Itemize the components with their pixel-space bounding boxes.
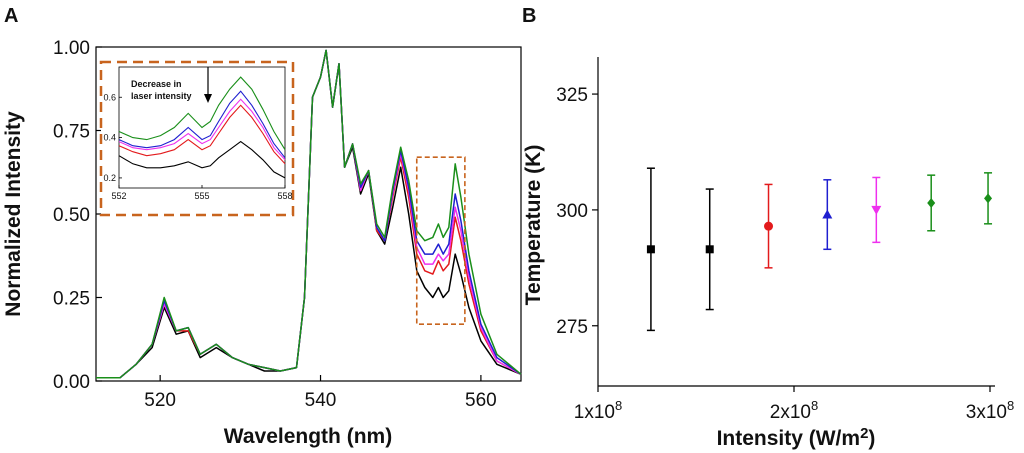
data-point <box>871 176 882 244</box>
x-axis-label-b: Intensity (W/m2) <box>717 425 876 450</box>
data-point <box>646 167 655 332</box>
y-tick-labels-a: 0.00 0.25 0.50 0.75 1.00 <box>53 38 90 393</box>
y-tick-label: 0.75 <box>53 122 90 143</box>
inset-x-tick-label: 555 <box>194 191 209 201</box>
inset-spectrum-line <box>118 98 286 161</box>
inset-annotation-line2: laser intensity <box>131 91 192 101</box>
temperature-points-group <box>646 167 993 332</box>
marker-square <box>646 245 655 254</box>
x-tick-mantissa: 2x10 <box>770 402 811 423</box>
inset-x-tick-label: 552 <box>111 191 126 201</box>
y-tick-label: 325 <box>556 85 588 106</box>
y-tick-labels-b: 275 300 325 <box>556 85 588 338</box>
x-tick-label: 520 <box>144 390 176 411</box>
x-tick-label: 540 <box>305 390 337 411</box>
data-point <box>764 183 774 269</box>
inset-spectrum-line <box>118 104 286 165</box>
x-tick-label: 1x108 <box>574 398 622 423</box>
panel-label-a: A <box>4 5 18 27</box>
inset-spectrum-line <box>118 76 286 150</box>
x-tick-label: 3x108 <box>966 398 1014 423</box>
marker-circle <box>764 221 774 231</box>
x-axis-label-close: ) <box>868 427 875 450</box>
data-point <box>705 188 714 311</box>
axis-ticks-b <box>592 93 991 392</box>
inset-series-group <box>118 76 286 179</box>
data-point <box>927 174 936 232</box>
inset-x-tick-labels: 552 555 558 <box>111 191 292 201</box>
x-tick-label: 560 <box>465 390 497 411</box>
inset-y-tick-labels: 0.2 0.4 0.6 <box>103 92 116 183</box>
inset-y-tick-label: 0.2 <box>103 173 116 183</box>
y-tick-label: 1.00 <box>53 38 90 59</box>
x-tick-labels-a: 520 540 560 <box>144 390 496 411</box>
inset-spectrum-line <box>118 140 286 179</box>
inset-ticks <box>118 96 286 188</box>
x-tick-exponent: 8 <box>615 398 622 413</box>
marker-triangle-up <box>822 209 833 219</box>
y-axis-label-b: Temperature (K) <box>522 145 545 306</box>
y-tick-label: 0.50 <box>53 205 90 226</box>
x-tick-mantissa: 3x10 <box>966 402 1007 423</box>
inset-frame <box>99 60 295 217</box>
data-point <box>984 172 993 225</box>
spectrum-line <box>96 49 522 379</box>
y-tick-label: 0.00 <box>53 372 90 393</box>
x-axis-label-text: Intensity (W/m <box>717 427 861 450</box>
inset-spectrum-line <box>118 90 286 159</box>
inset-y-tick-label: 0.6 <box>103 92 116 102</box>
y-axis-label-a: Normalized Intensity <box>2 111 25 317</box>
zoom-region-box <box>415 156 466 326</box>
y-tick-label: 300 <box>556 201 588 222</box>
spectra-series-group <box>96 49 522 379</box>
down-arrow-icon <box>204 67 212 103</box>
x-axis-label-superscript: 2 <box>860 425 868 442</box>
marker-diamond <box>927 197 936 208</box>
inset-y-tick-label: 0.4 <box>103 133 116 143</box>
data-point <box>822 179 833 251</box>
x-axis-label-a: Wavelength (nm) <box>224 425 392 448</box>
marker-square <box>705 245 714 254</box>
marker-triangle-down <box>871 205 882 215</box>
x-tick-exponent: 8 <box>811 398 818 413</box>
y-tick-label: 0.25 <box>53 289 90 310</box>
panel-label-b: B <box>522 5 536 27</box>
inset-annotation-line1: Decrease in <box>131 79 182 89</box>
marker-diamond <box>984 193 993 204</box>
x-tick-labels-b: 1x108 2x108 3x108 <box>574 398 1014 423</box>
inset-x-tick-label: 558 <box>277 191 292 201</box>
y-tick-label: 275 <box>556 317 588 338</box>
x-tick-mantissa: 1x10 <box>574 402 615 423</box>
x-tick-exponent: 8 <box>1007 398 1014 413</box>
x-tick-label: 2x108 <box>770 398 818 423</box>
